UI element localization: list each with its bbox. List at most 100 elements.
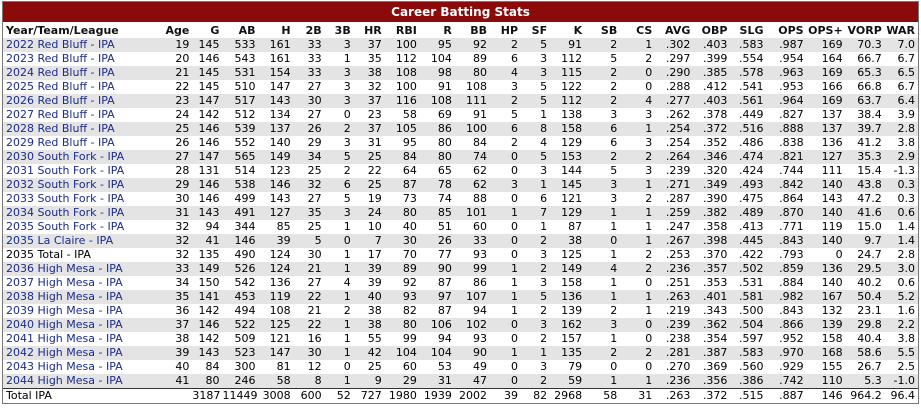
season-team[interactable]: 2040 High Mesa - IPA: [6, 318, 123, 331]
stat-cell: 565: [234, 150, 256, 163]
stat-cell: 138: [561, 108, 583, 121]
stat-cell: .963: [779, 66, 804, 79]
stat-cell: 552: [234, 136, 256, 149]
stat-cell: 50.4: [857, 290, 882, 303]
column-header: OPS: [778, 24, 804, 37]
stat-cell: 140: [821, 234, 843, 247]
stat-cell: 146: [198, 318, 220, 331]
stat-cell: 7: [540, 206, 548, 219]
stat-cell: 39: [367, 262, 382, 275]
stat-cell: .302: [665, 38, 691, 51]
stat-cell: 137: [269, 122, 291, 135]
stat-cell: 142: [198, 332, 220, 345]
stat-cell: 146: [198, 122, 220, 135]
season-team[interactable]: 2033 South Fork - IPA: [6, 192, 125, 205]
stat-cell: 491: [234, 206, 256, 219]
stat-cell: 1.4: [897, 234, 916, 247]
season-team[interactable]: 2038 High Mesa - IPA: [6, 290, 123, 303]
stat-cell: .277: [665, 94, 691, 107]
stat-cell: 2: [540, 332, 548, 345]
stat-cell: 29: [307, 136, 322, 149]
stats-row: 2037 High Mesa - IPA 34 150 542 136 27 4 39 92 87…: [3, 276, 918, 290]
stat-cell: .287: [665, 192, 691, 205]
season-team[interactable]: 2042 High Mesa - IPA: [6, 346, 123, 359]
stat-cell: 30: [402, 234, 417, 247]
stat-cell: 2: [540, 374, 548, 387]
stat-cell: 107: [465, 290, 487, 303]
stat-cell: 1: [645, 234, 653, 247]
stats-row: 2040 High Mesa - IPA 37 146 522 125 22 1 38 80 10…: [3, 318, 918, 332]
stat-cell: 161: [269, 38, 291, 51]
stat-cell: 35: [367, 52, 382, 65]
stat-cell: 0: [511, 220, 519, 233]
stat-cell: 129: [561, 206, 583, 219]
stat-cell: 137: [821, 108, 843, 121]
stats-row: 2023 Red Bluff - IPA 20 146 543 161 33 1 35 112 1…: [3, 52, 918, 66]
stat-cell: .486: [739, 136, 764, 149]
season-team[interactable]: 2027 Red Bluff - IPA: [6, 108, 115, 121]
stats-row: 2022 Red Bluff - IPA 19 145 533 161 33 3 37 100 9…: [3, 38, 918, 52]
total-cell: 1980: [384, 388, 420, 403]
stat-cell: .554: [739, 52, 764, 65]
season-team[interactable]: 2028 Red Bluff - IPA: [6, 122, 115, 135]
stat-cell: 2: [511, 38, 519, 51]
season-team[interactable]: 2030 South Fork - IPA: [6, 150, 125, 163]
stat-cell: 16: [307, 332, 322, 345]
season-team[interactable]: 2035 South Fork - IPA: [6, 220, 125, 233]
season-team[interactable]: 2043 High Mesa - IPA: [6, 360, 123, 373]
stat-cell: 129: [561, 136, 583, 149]
season-team[interactable]: 2024 Red Bluff - IPA: [6, 66, 115, 79]
stat-cell: .413: [739, 220, 764, 233]
stat-cell: 0: [645, 66, 653, 79]
stat-cell: 35: [175, 290, 190, 303]
stat-cell: 169: [821, 66, 843, 79]
stat-cell: 86: [472, 276, 487, 289]
stat-cell: 58: [276, 374, 291, 387]
column-header: AVG: [665, 24, 691, 37]
stat-cell: 124: [269, 248, 291, 261]
stat-cell: 90: [437, 262, 452, 275]
stat-cell: 2: [645, 52, 653, 65]
stat-cell: .253: [665, 248, 691, 261]
stat-cell: 6: [540, 192, 548, 205]
season-team[interactable]: 2031 South Fork - IPA: [6, 164, 125, 177]
stat-cell: .264: [665, 150, 691, 163]
stat-cell: 15.4: [857, 164, 882, 177]
season-team[interactable]: 2032 South Fork - IPA: [6, 178, 125, 191]
stat-cell: 6: [343, 178, 351, 191]
stat-cell: .493: [739, 178, 764, 191]
season-team[interactable]: 2039 High Mesa - IPA: [6, 304, 123, 317]
season-team[interactable]: 2034 South Fork - IPA: [6, 206, 125, 219]
total-cell: .263: [655, 388, 694, 403]
season-team[interactable]: 2044 High Mesa - IPA: [6, 374, 123, 387]
stat-cell: 35: [307, 206, 322, 219]
stat-cell: 87: [568, 220, 583, 233]
empty-cell: [165, 388, 193, 403]
season-team[interactable]: 2023 Red Bluff - IPA: [6, 52, 115, 65]
stat-cell: 38: [367, 66, 382, 79]
season-team[interactable]: 2041 High Mesa - IPA: [6, 332, 123, 345]
stat-cell: 80: [402, 318, 417, 331]
season-team[interactable]: 2025 Red Bluff - IPA: [6, 80, 115, 93]
stat-cell: 135: [198, 248, 220, 261]
season-team[interactable]: 2029 Red Bluff - IPA: [6, 136, 115, 149]
stat-cell: 3: [540, 360, 548, 373]
stat-cell: 3.8: [897, 136, 916, 149]
season-team[interactable]: 2035 La Claire - IPA: [6, 234, 114, 247]
stat-cell: 2: [645, 262, 653, 275]
stat-cell: 25: [175, 122, 190, 135]
season-team[interactable]: 2037 High Mesa - IPA: [6, 276, 123, 289]
stat-cell: 94: [205, 220, 220, 233]
column-header: VORP: [847, 24, 882, 37]
season-team[interactable]: 2036 High Mesa - IPA: [6, 262, 123, 275]
stat-cell: 149: [198, 262, 220, 275]
stat-cell: 0: [511, 360, 519, 373]
season-team[interactable]: 2022 Red Bluff - IPA: [6, 38, 115, 51]
stats-row: 2036 High Mesa - IPA 33 149 526 124 21 1 39 89 90…: [3, 262, 918, 276]
stat-cell: 147: [269, 346, 291, 359]
total-cell: 146: [806, 388, 846, 403]
total-cell: 1939: [419, 388, 455, 403]
column-header: Age: [165, 24, 190, 37]
season-team[interactable]: 2026 Red Bluff - IPA: [6, 94, 115, 107]
